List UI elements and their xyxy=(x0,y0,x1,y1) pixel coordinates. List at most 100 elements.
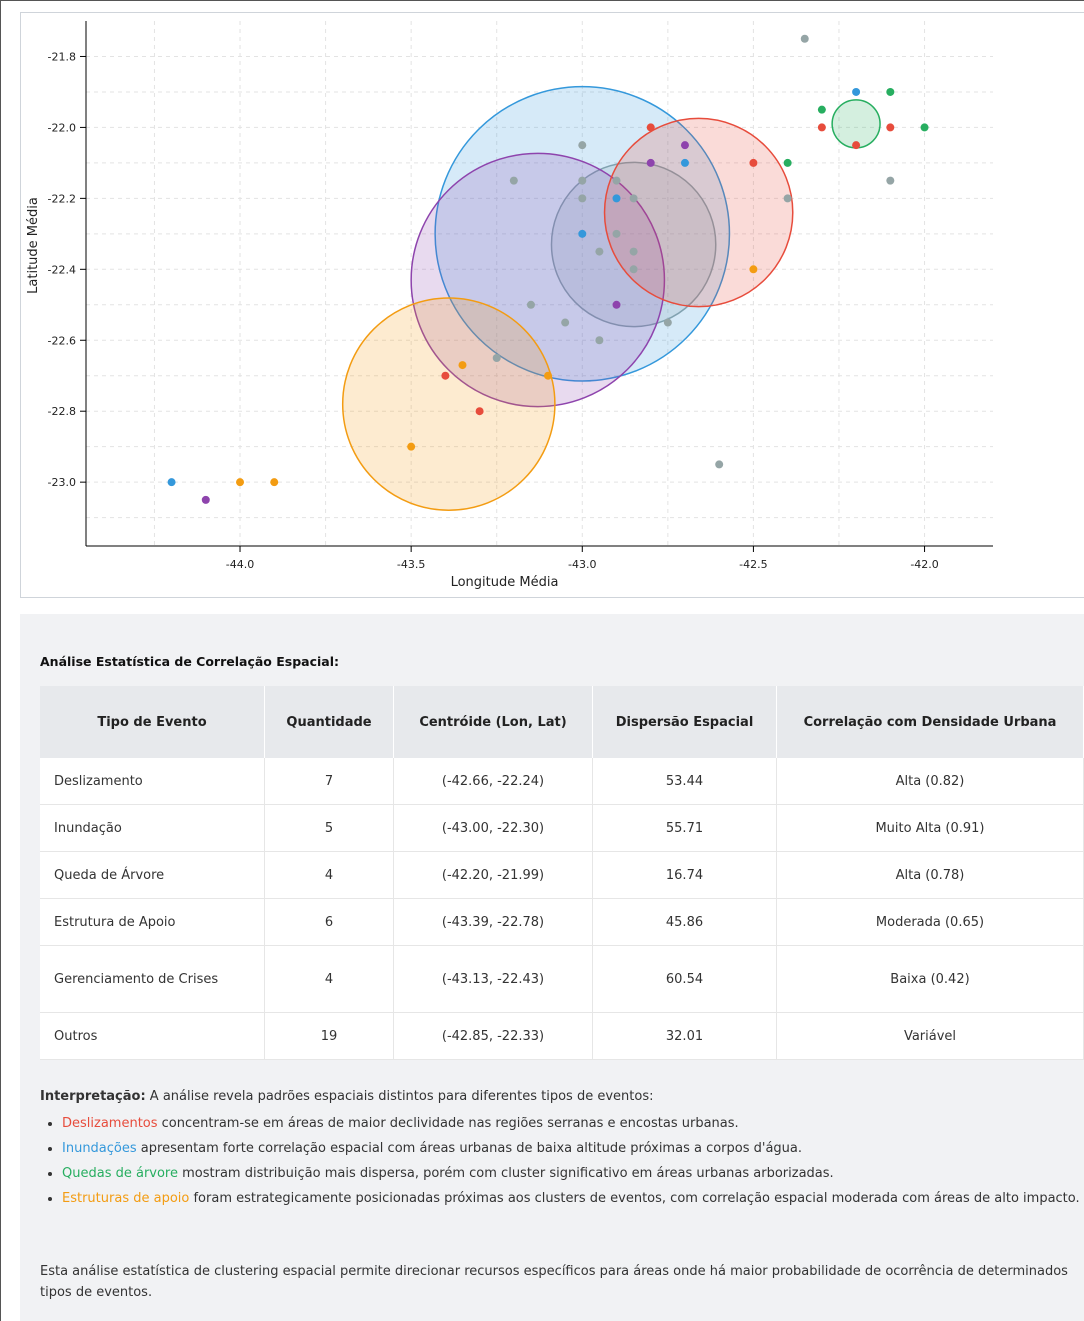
data-point xyxy=(612,300,621,309)
y-tick-label: -23.0 xyxy=(48,476,76,489)
highlight-deslizamentos: Deslizamentos xyxy=(62,1116,158,1131)
header-type: Tipo de Evento xyxy=(40,686,265,758)
data-point xyxy=(715,460,724,469)
cell-correlation: Moderada (0.65) xyxy=(776,898,1084,946)
table-row: Inundação 5 (-43.00, -22.30) 55.71 Muito… xyxy=(40,804,1084,852)
cell-correlation: Variável xyxy=(776,1012,1084,1060)
cell-dispersion: 60.54 xyxy=(592,945,777,1013)
data-point xyxy=(612,176,621,185)
bullet-text: concentram-se em áreas de maior declivid… xyxy=(157,1116,739,1131)
analysis-panel: Análise Estatística de Correlação Espaci… xyxy=(20,614,1084,1321)
interpretation-text: A análise revela padrões espaciais disti… xyxy=(145,1089,654,1104)
cell-count: 4 xyxy=(264,945,394,1013)
interpretation-list: Deslizamentos concentram-se em áreas de … xyxy=(40,1115,1080,1208)
header-count: Quantidade xyxy=(264,686,394,758)
data-point xyxy=(680,141,689,150)
header-centroid: Centróide (Lon, Lat) xyxy=(393,686,593,758)
scatter-chart: -44.0 -43.5 -43.0 -42.5 -42.0 -21.8 -22.0 -22.2… xyxy=(26,21,993,590)
conclusion-paragraph: Esta análise estatística de clustering e… xyxy=(40,1264,1068,1300)
cluster-circle xyxy=(341,297,556,511)
data-point xyxy=(561,318,570,327)
cell-type: Gerenciamento de Crises xyxy=(40,945,265,1013)
cell-count: 19 xyxy=(264,1012,394,1060)
x-tick-label: -43.0 xyxy=(568,558,596,571)
data-point xyxy=(475,407,484,416)
chart-grid xyxy=(86,21,993,546)
x-tick-label: -42.0 xyxy=(910,558,938,571)
cell-centroid: (-43.13, -22.43) xyxy=(393,945,593,1013)
bullet-text: foram estrategicamente posicionadas próx… xyxy=(189,1191,1080,1206)
interpretation-paragraph: Interpretação: A análise revela padrões … xyxy=(40,1087,1080,1107)
highlight-quedas-de-arvore: Quedas de árvore xyxy=(62,1166,178,1181)
header-dispersion: Dispersão Espacial xyxy=(592,686,777,758)
cell-dispersion: 53.44 xyxy=(592,758,777,805)
analysis-table: Tipo de Evento Quantidade Centróide (Lon… xyxy=(40,686,1084,1060)
data-point xyxy=(407,442,416,451)
data-point xyxy=(595,247,604,256)
cell-type: Queda de Árvore xyxy=(40,851,265,899)
data-point xyxy=(629,247,638,256)
data-point xyxy=(680,158,689,167)
data-point xyxy=(492,353,501,362)
cell-count: 7 xyxy=(264,758,394,805)
list-item: Estruturas de apoio foram estrategicamen… xyxy=(62,1190,1080,1208)
cell-count: 5 xyxy=(264,804,394,852)
cell-type: Inundação xyxy=(40,804,265,852)
interpretation-label: Interpretação: xyxy=(40,1089,146,1104)
list-item: Quedas de árvore mostram distribuição ma… xyxy=(62,1165,1080,1183)
data-point xyxy=(646,123,655,132)
data-point xyxy=(646,158,655,167)
cell-dispersion: 16.74 xyxy=(592,851,777,899)
data-point xyxy=(167,478,176,487)
data-point xyxy=(578,176,587,185)
y-tick-label: -22.8 xyxy=(48,405,76,418)
highlight-inundacoes: Inundações xyxy=(62,1141,137,1156)
data-point xyxy=(817,123,826,132)
data-point xyxy=(886,176,895,185)
x-tick-label: -42.5 xyxy=(739,558,767,571)
data-point xyxy=(783,158,792,167)
cell-centroid: (-42.66, -22.24) xyxy=(393,758,593,805)
y-tick-label: -22.6 xyxy=(48,334,76,347)
cell-correlation: Muito Alta (0.91) xyxy=(776,804,1084,852)
data-point xyxy=(578,194,587,203)
list-item: Inundações apresentam forte correlação e… xyxy=(62,1140,1080,1158)
data-point xyxy=(629,265,638,274)
data-point xyxy=(458,361,467,370)
cell-dispersion: 55.71 xyxy=(592,804,777,852)
data-point xyxy=(886,87,895,96)
data-point xyxy=(817,105,826,114)
data-point xyxy=(800,34,809,43)
cell-correlation: Alta (0.78) xyxy=(776,851,1084,899)
y-tick-label: -22.0 xyxy=(48,121,76,134)
data-point xyxy=(544,371,553,380)
data-point xyxy=(441,371,450,380)
cell-centroid: (-43.39, -22.78) xyxy=(393,898,593,946)
list-item: Deslizamentos concentram-se em áreas de … xyxy=(62,1115,1080,1133)
bullet-text: mostram distribuição mais dispersa, poré… xyxy=(178,1166,834,1181)
table-row: Estrutura de Apoio 6 (-43.39, -22.78) 45… xyxy=(40,898,1084,946)
scatter-chart-panel: -44.0 -43.5 -43.0 -42.5 -42.0 -21.8 -22.0 -22.2… xyxy=(20,12,1084,598)
data-point xyxy=(509,176,518,185)
cell-centroid: (-43.00, -22.30) xyxy=(393,804,593,852)
y-tick-label: -22.4 xyxy=(48,263,76,276)
data-point xyxy=(783,194,792,203)
cell-centroid: (-42.85, -22.33) xyxy=(393,1012,593,1060)
data-point xyxy=(749,158,758,167)
data-point xyxy=(749,265,758,274)
cluster-circle xyxy=(603,117,794,308)
highlight-estruturas-de-apoio: Estruturas de apoio xyxy=(62,1191,190,1206)
cell-type: Estrutura de Apoio xyxy=(40,898,265,946)
cell-count: 6 xyxy=(264,898,394,946)
table-row: Queda de Árvore 4 (-42.20, -21.99) 16.74… xyxy=(40,851,1084,899)
data-point xyxy=(595,336,604,345)
cell-type: Deslizamento xyxy=(40,758,265,805)
cell-dispersion: 32.01 xyxy=(592,1012,777,1060)
table-row: Deslizamento 7 (-42.66, -22.24) 53.44 Al… xyxy=(40,758,1084,805)
cluster-circle xyxy=(550,161,717,328)
bullet-text: apresentam forte correlação espacial com… xyxy=(136,1141,803,1156)
x-axis-label: Longitude Média xyxy=(451,575,559,590)
data-point xyxy=(236,478,245,487)
data-point xyxy=(920,123,929,132)
